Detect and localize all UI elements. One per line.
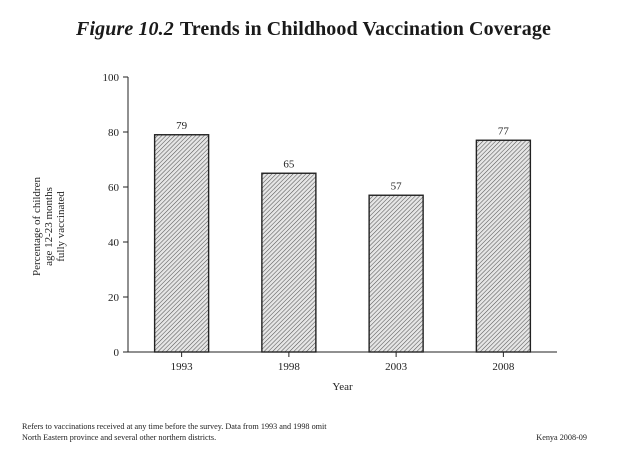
bar	[153, 134, 210, 353]
y-tick-label: 40	[108, 237, 120, 249]
footnote: Refers to vaccinations received at any t…	[22, 421, 442, 443]
bar	[368, 194, 424, 353]
x-axis-label: Year	[332, 381, 353, 393]
y-tick-label: 80	[108, 127, 120, 139]
y-axis-label-line: fully vaccinated	[55, 191, 67, 262]
footnote-line-1: Refers to vaccinations received at any t…	[22, 422, 327, 431]
y-tick-label: 0	[114, 347, 120, 359]
x-axis: 1993 1998 2003 2008	[128, 351, 557, 373]
data-label: 65	[283, 158, 295, 170]
bar	[261, 172, 317, 353]
data-label: 77	[498, 125, 510, 137]
bar	[475, 139, 532, 353]
figure-label: Figure 10.2	[76, 18, 174, 40]
x-tick-label: 2003	[385, 361, 408, 373]
y-tick-label: 100	[103, 72, 120, 84]
x-tick-label: 1998	[278, 361, 301, 373]
y-tick-label: 20	[108, 292, 120, 304]
y-axis-label-line: Percentage of children	[31, 177, 43, 276]
data-label: 57	[391, 180, 403, 192]
y-axis-label-line: age 12-23 months	[43, 187, 55, 266]
y-axis: 0 20 40 60 80 100	[103, 72, 129, 359]
figure-title: Figure 10.2 Trends in Childhood Vaccinati…	[0, 18, 627, 41]
x-tick-label: 1993	[171, 361, 194, 373]
axis-labels: Year Percentage of children age 12-23 mont…	[31, 177, 353, 393]
y-tick-label: 60	[108, 182, 120, 194]
figure-title-text: Trends in Childhood Vaccination Coverage	[179, 18, 551, 40]
x-tick-label: 2008	[492, 361, 515, 373]
data-label: 79	[176, 120, 188, 132]
footnote-line-2: North Eastern province and several other…	[22, 433, 217, 442]
source-label: Kenya 2008-09	[536, 433, 587, 442]
bars: 79 65 57 77	[153, 120, 532, 353]
